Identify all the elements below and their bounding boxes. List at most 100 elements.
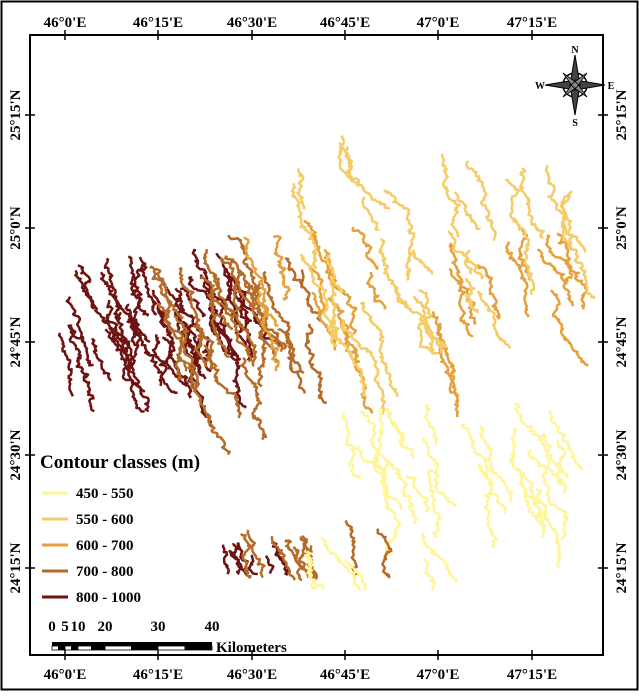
scale-label: 0 — [48, 619, 56, 635]
scale-segment — [71, 645, 79, 651]
contour-line — [325, 253, 344, 294]
contour-line — [545, 234, 574, 284]
legend-title: Contour classes (m) — [40, 452, 200, 473]
bottom-label: 46°0'E — [44, 667, 87, 683]
contour-line — [423, 404, 438, 445]
contour-line — [304, 323, 327, 404]
contour-line — [310, 267, 327, 316]
contour-line — [199, 275, 258, 368]
legend-label: 800 - 1000 — [76, 590, 141, 606]
contour-line — [448, 242, 477, 325]
contour-line — [69, 323, 94, 367]
contour-line — [296, 168, 306, 210]
contour-line — [341, 412, 361, 480]
contour-line — [387, 459, 417, 525]
compass-s: S — [572, 118, 578, 129]
scale-label: 40 — [205, 619, 220, 635]
contour-line — [127, 255, 150, 317]
compass-w: W — [535, 81, 545, 92]
contour-line — [304, 550, 325, 590]
contour-line — [270, 536, 296, 581]
top-label: 47°15'E — [507, 15, 557, 31]
contour-line — [104, 299, 134, 374]
contour-line — [344, 145, 361, 187]
scale-label: 10 — [71, 619, 86, 635]
bottom-label: 47°15'E — [507, 667, 557, 683]
contour-line — [527, 448, 569, 541]
scale-segment — [65, 642, 72, 646]
contour-line — [410, 249, 434, 275]
contour-line — [243, 236, 279, 327]
contour-line — [203, 344, 242, 419]
top-label: 46°30'E — [227, 15, 277, 31]
contour-line — [382, 492, 402, 557]
contour-line — [383, 189, 416, 281]
contour-line — [202, 249, 234, 331]
contour-line — [173, 315, 198, 390]
contour-line — [560, 190, 574, 252]
top-label: 46°15'E — [133, 15, 183, 31]
contour-line — [478, 424, 514, 503]
bottom-label: 46°45'E — [320, 667, 370, 683]
legend: Contour classes (m) 450 - 550 550 - 600 60… — [40, 452, 200, 606]
contour-line — [536, 248, 575, 307]
contour-line — [246, 529, 266, 579]
contour-line — [151, 269, 188, 372]
contour-line — [328, 281, 339, 348]
contour-line — [178, 267, 204, 349]
left-label: 24°45'N — [8, 316, 24, 367]
contour-line — [299, 253, 342, 342]
contour-line — [447, 230, 473, 275]
left-label: 25°15'N — [8, 89, 24, 140]
scale-segment — [158, 642, 185, 646]
contour-line — [376, 528, 393, 579]
scale-segment — [77, 645, 92, 651]
contour-line — [303, 219, 338, 283]
contour-line — [505, 241, 530, 318]
scale-segment — [71, 642, 78, 646]
contour-line — [265, 555, 275, 575]
contour-line — [330, 319, 367, 398]
contour-line — [151, 289, 168, 328]
left-label: 24°30'N — [8, 429, 24, 480]
contour-line — [320, 536, 362, 591]
contour-line — [339, 318, 387, 415]
scale-label: 5 — [61, 619, 69, 635]
scale-unit: Kilometers — [216, 640, 287, 656]
scale-segment — [58, 642, 65, 646]
contour-line — [296, 534, 309, 581]
contour-line — [254, 283, 269, 388]
contour-line — [240, 356, 268, 441]
contour-line — [405, 474, 431, 513]
scale-segment — [91, 642, 105, 646]
contour-line — [323, 248, 358, 335]
top-label: 47°0'E — [417, 15, 460, 31]
contour-line — [193, 325, 218, 368]
contour-line — [422, 437, 457, 508]
top-label: 46°0'E — [44, 15, 87, 31]
legend-label: 600 - 700 — [76, 538, 134, 554]
contour-line — [174, 287, 212, 358]
contour-line — [464, 277, 479, 314]
contour-line — [292, 545, 310, 578]
contour-line — [514, 402, 570, 479]
scale-segment — [64, 645, 72, 651]
contour-line — [247, 554, 258, 576]
contour-line — [337, 141, 391, 211]
bottom-label: 46°30'E — [227, 667, 277, 683]
contour-line — [431, 310, 460, 398]
contour-line — [305, 552, 318, 590]
scale-segment — [131, 645, 159, 651]
contour-line — [359, 301, 399, 398]
scale-segment — [91, 645, 106, 651]
scale-segment — [58, 645, 66, 651]
contour-line — [272, 235, 291, 301]
contour-line — [339, 320, 374, 415]
scale-segment — [184, 645, 213, 651]
contour-line — [477, 462, 499, 549]
contour-line — [508, 452, 544, 518]
scale-segment — [157, 645, 186, 651]
contour-line — [555, 440, 567, 486]
contour-line — [212, 274, 253, 363]
